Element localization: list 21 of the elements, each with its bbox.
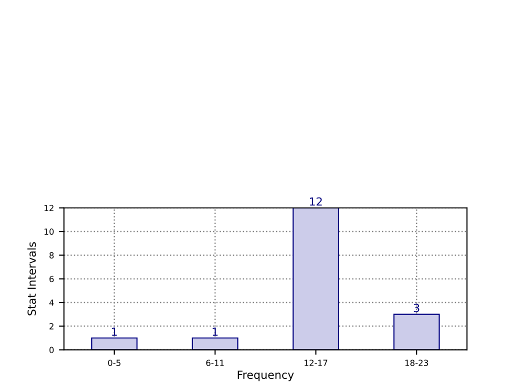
y-tick-label: 4	[49, 300, 54, 306]
y-axis-title: Stat Intervals	[27, 242, 36, 316]
bar	[393, 314, 440, 350]
x-tick-label: 18-23	[405, 360, 428, 366]
x-tick-label: 6-11	[206, 360, 224, 366]
data-label: 1	[212, 328, 218, 336]
data-label: 12	[310, 197, 322, 206]
x-tick-label: 12-17	[304, 360, 328, 366]
y-tick-label: 6	[50, 276, 54, 282]
data-label: 1	[112, 328, 117, 336]
bar	[292, 208, 340, 350]
bar	[192, 337, 238, 350]
y-tick-label: 2	[50, 323, 54, 330]
bar	[91, 337, 138, 350]
y-tick-label: 12	[44, 204, 54, 212]
y-tick-label: 10	[44, 228, 54, 235]
y-tick-label: 0	[49, 346, 54, 354]
x-tick-label: 0-5	[108, 360, 120, 366]
x-axis-title: Frequency	[238, 370, 294, 382]
data-label: 3	[414, 304, 420, 312]
y-tick-label: 8	[50, 252, 54, 258]
